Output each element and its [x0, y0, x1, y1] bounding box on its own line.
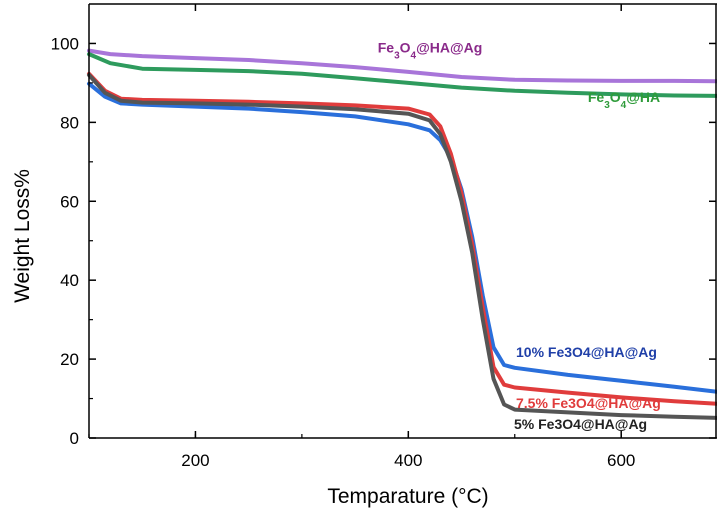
y-tick-label: 60	[60, 192, 79, 211]
series-label-0: Fe3O4@HA@Ag	[378, 40, 483, 62]
series-label-3: 7.5% Fe3O4@HA@Ag	[516, 395, 661, 411]
y-tick-label: 80	[60, 113, 79, 132]
series-label-4: 5% Fe3O4@HA@Ag	[514, 416, 647, 432]
series-line-0	[87, 48, 717, 84]
ticks-layer: 200 400 600 0 20 40 60 80 100	[51, 4, 716, 470]
series-layer	[87, 48, 717, 420]
y-tick-label: 100	[51, 34, 79, 53]
axes-layer	[88, 3, 717, 439]
series-line-4	[87, 73, 717, 420]
series-labels-layer: Fe3O4@HA@Ag Fe3O4@HA 10% Fe3O4@HA@Ag 7.5% F…	[378, 40, 661, 433]
series-label-1: Fe3O4@HA	[588, 89, 660, 111]
y-tick-label: 0	[70, 429, 79, 448]
series-label-2: 10% Fe3O4@HA@Ag	[516, 344, 657, 360]
series-line-1	[87, 52, 717, 98]
y-tick-label: 40	[60, 271, 79, 290]
y-tick-label: 20	[60, 350, 79, 369]
series-line-3	[87, 71, 717, 406]
x-tick-label: 200	[181, 451, 209, 470]
x-axis-title: Temparature (°C)	[327, 485, 488, 508]
x-tick-label: 400	[394, 451, 422, 470]
x-tick-label: 600	[607, 451, 635, 470]
y-axis-title: Weight Loss%	[11, 169, 34, 303]
